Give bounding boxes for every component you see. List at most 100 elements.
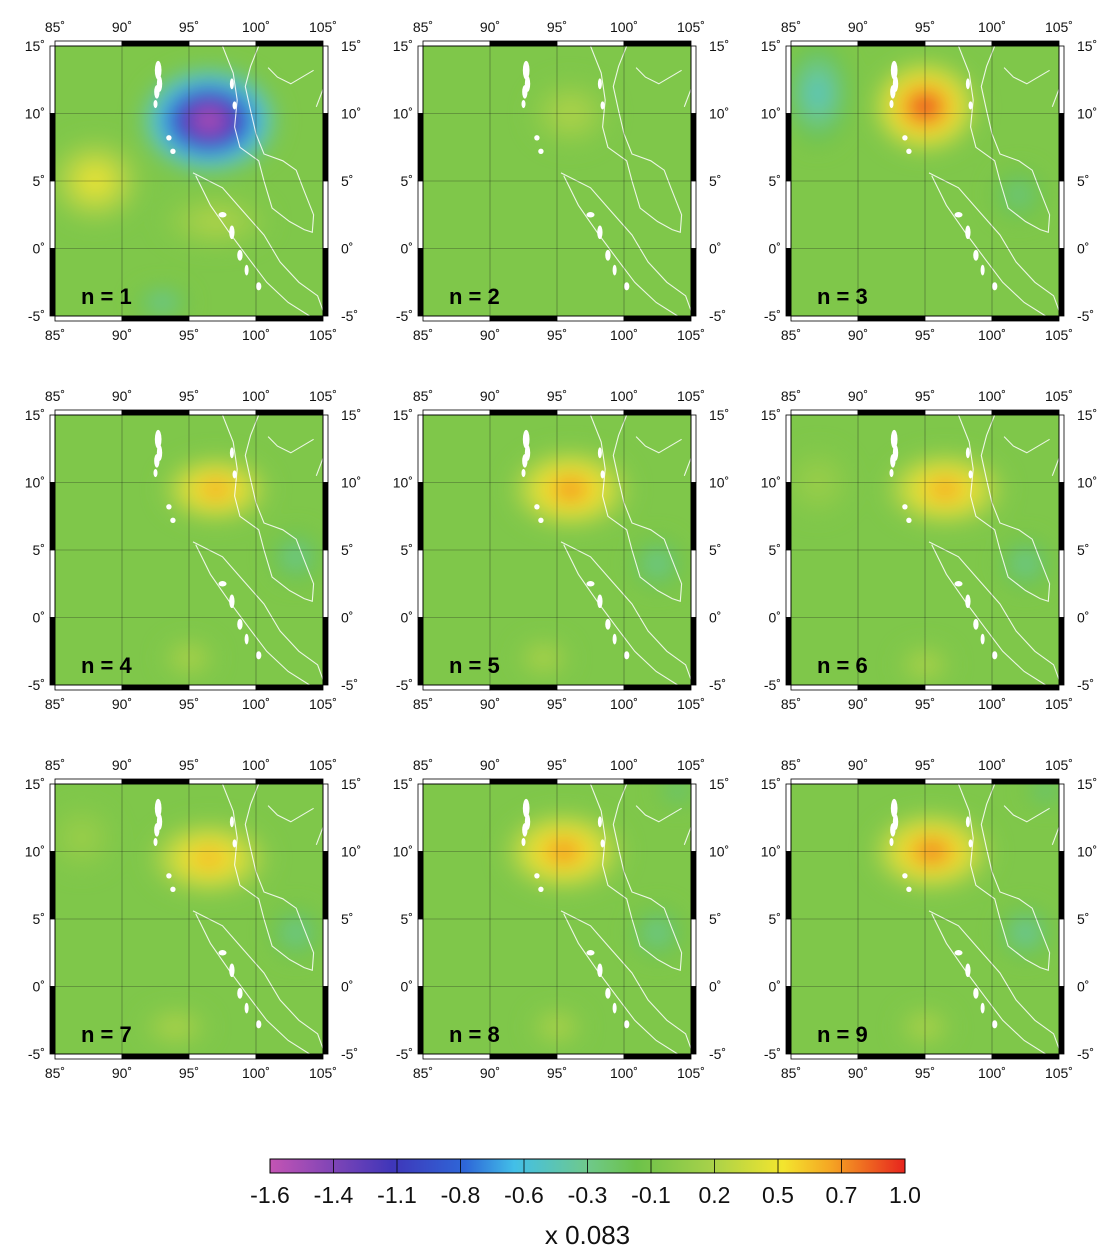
island: [237, 618, 243, 630]
island: [154, 85, 160, 99]
colorbar-tick-label: 0.5: [762, 1182, 794, 1208]
map-frame: [785, 40, 1065, 322]
island: [229, 816, 234, 828]
lon-tick-label-top: 90˚: [112, 19, 132, 35]
frame-segment: [49, 45, 56, 114]
lat-tick-label-left: 10˚: [25, 844, 45, 860]
lat-tick-label-right: 15˚: [709, 776, 729, 792]
lat-tick-label-right: -5˚: [1077, 1046, 1094, 1062]
anomaly-contour: [1015, 191, 1023, 198]
frame-segment: [417, 248, 424, 317]
lat-tick-label-right: -5˚: [1077, 677, 1094, 693]
frame-segment: [924, 778, 993, 785]
lat-tick-label-left: 15˚: [761, 407, 781, 423]
frame-segment: [1058, 414, 1065, 483]
colorbar-tick-label: -1.4: [314, 1182, 354, 1208]
coastline-segment: [589, 784, 683, 972]
frame-segment: [422, 1053, 491, 1060]
lon-tick-label-bottom: 85˚: [413, 327, 433, 343]
frame-segment: [54, 409, 123, 416]
coastline-segment: [221, 784, 315, 972]
island: [902, 504, 908, 510]
coastline-segment: [1051, 89, 1059, 107]
island: [597, 78, 602, 90]
island: [968, 470, 973, 479]
lat-tick-label-left: -5˚: [764, 1046, 781, 1062]
lat-tick-label-right: -5˚: [709, 677, 726, 693]
island: [170, 148, 176, 154]
island: [973, 618, 979, 630]
frame-segment: [49, 549, 56, 618]
island: [229, 225, 235, 240]
frame-segment: [322, 414, 329, 483]
island: [965, 594, 971, 609]
lat-tick-label-left: -5˚: [396, 308, 413, 324]
frame-segment: [690, 986, 697, 1055]
lat-tick-label-left: -5˚: [28, 308, 45, 324]
island: [229, 963, 235, 978]
graticule: [423, 784, 691, 1054]
island: [992, 651, 998, 660]
anomaly-contour: [675, 788, 681, 793]
lon-tick-label-top: 100˚: [978, 757, 1006, 773]
frame-segment: [790, 1053, 859, 1060]
frame-segment: [417, 482, 424, 551]
graticule: [423, 415, 691, 685]
island: [538, 886, 544, 892]
frame-segment: [54, 684, 123, 691]
frame-segment: [1058, 783, 1065, 852]
coastline-segment: [683, 458, 691, 476]
map-border: [54, 783, 324, 1055]
coastline-segment: [267, 436, 314, 454]
frame-segment: [255, 684, 324, 691]
lat-tick-label-left: 10˚: [393, 844, 413, 860]
anomaly-contour: [562, 484, 578, 495]
lat-tick-label-right: 15˚: [341, 776, 361, 792]
frame-segment: [417, 986, 424, 1055]
island: [954, 950, 963, 956]
lon-tick-label-top: 95˚: [547, 388, 567, 404]
lon-tick-label-top: 90˚: [480, 388, 500, 404]
anomaly-contour: [209, 218, 223, 225]
lat-tick-label-right: 0˚: [341, 610, 353, 626]
lon-tick-label-top: 85˚: [413, 388, 433, 404]
island: [965, 447, 970, 459]
graticule: [423, 46, 691, 316]
colorbar-tick-label: -0.3: [568, 1182, 608, 1208]
lat-tick-label-right: 0˚: [341, 241, 353, 257]
graticule: [55, 46, 323, 316]
frame-segment: [417, 414, 424, 483]
coastline-segment: [1051, 827, 1059, 845]
island: [902, 135, 908, 141]
coastline-segment: [195, 913, 310, 1054]
island: [954, 212, 963, 218]
frame-segment: [49, 414, 56, 483]
frame-segment: [1058, 482, 1065, 551]
lon-tick-label-top: 105˚: [309, 388, 337, 404]
coastline-segment: [1003, 436, 1050, 454]
lat-tick-label-left: 15˚: [25, 38, 45, 54]
island: [973, 987, 979, 999]
lon-tick-label-top: 105˚: [677, 757, 705, 773]
lat-tick-label-left: 10˚: [393, 106, 413, 122]
anomaly-contour: [1022, 560, 1029, 567]
frame-segment: [1058, 986, 1065, 1055]
frame-segment: [690, 783, 697, 852]
island: [170, 517, 176, 523]
island: [522, 429, 530, 449]
frame-segment: [489, 315, 558, 322]
frame-segment: [785, 248, 792, 317]
frame-segment: [857, 778, 926, 785]
frame-segment: [924, 315, 993, 322]
lon-tick-label-bottom: 100˚: [610, 696, 638, 712]
lat-tick-label-left: 10˚: [761, 106, 781, 122]
map-panel: 85˚85˚90˚90˚95˚95˚100˚100˚105˚105˚15˚ 15˚…: [761, 388, 1097, 712]
frame-segment: [924, 409, 993, 416]
frame-segment: [121, 40, 190, 47]
frame-segment: [857, 315, 926, 322]
lat-tick-label-right: 0˚: [1077, 241, 1089, 257]
coastline-segment: [1051, 458, 1059, 476]
frame-segment: [924, 40, 993, 47]
frame-segment: [49, 617, 56, 686]
frame-segment: [417, 113, 424, 182]
